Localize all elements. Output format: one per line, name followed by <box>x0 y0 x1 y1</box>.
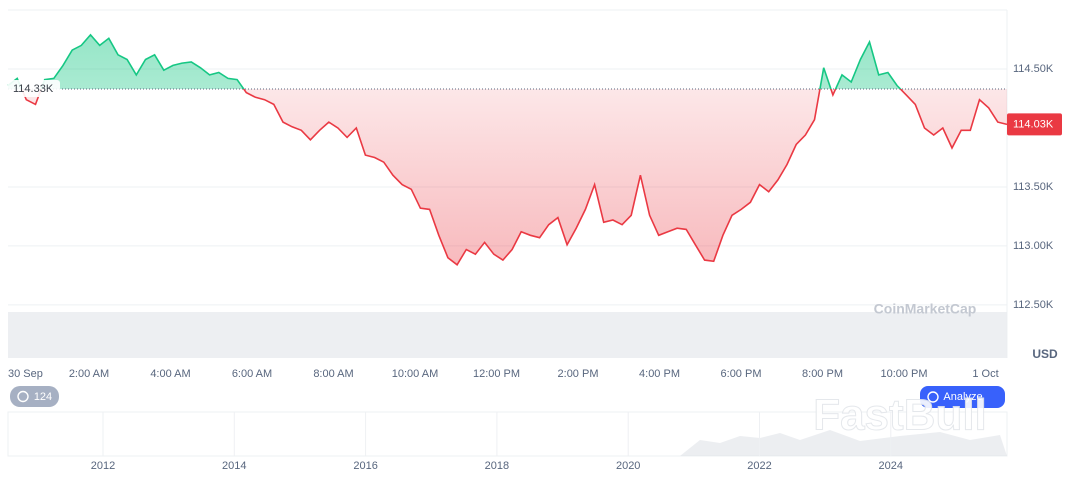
x-tick-label: 8:00 AM <box>313 368 353 380</box>
x-tick-label: 2:00 AM <box>69 368 109 380</box>
x-tick-label: 10:00 AM <box>392 368 438 380</box>
badge-icon <box>17 390 29 403</box>
x-tick-label: 12:00 PM <box>473 368 520 380</box>
baseline-tag <box>8 80 60 98</box>
y-unit: USD <box>1032 347 1058 361</box>
navigator-area <box>680 430 1007 456</box>
navigator-year: 2020 <box>616 460 640 472</box>
overlay-watermark: FastBull <box>813 391 987 440</box>
baseline-label: 114.33K <box>13 83 54 95</box>
last-price-label: 114.03K <box>1013 118 1054 130</box>
x-tick-label: 1 Oct <box>972 368 998 380</box>
navigator-year: 2018 <box>485 460 509 472</box>
x-tick-label: 6:00 PM <box>721 368 762 380</box>
navigator-year: 2014 <box>222 460 246 472</box>
y-tick-label: 113.00K <box>1013 240 1054 252</box>
navigator-year: 2016 <box>353 460 377 472</box>
badge-count: 124 <box>34 391 52 403</box>
area-down <box>8 89 1007 265</box>
navigator-year: 2022 <box>747 460 771 472</box>
navigator-year: 2012 <box>91 460 115 472</box>
x-tick-label: 30 Sep <box>8 368 43 380</box>
y-tick-label: 112.50K <box>1013 299 1054 311</box>
navigator-year: 2024 <box>879 460 903 472</box>
analyze-button[interactable] <box>920 386 1005 408</box>
x-tick-label: 4:00 AM <box>150 368 190 380</box>
price-line-down <box>20 89 1008 266</box>
price-line-up <box>7 33 902 90</box>
x-tick-label: 6:00 AM <box>232 368 272 380</box>
analyze-label: Analyze <box>943 391 982 403</box>
y-tick-label: 114.50K <box>1013 63 1054 75</box>
analyze-icon <box>927 391 939 403</box>
x-tick-label: 4:00 PM <box>639 368 680 380</box>
y-tick-label: 113.50K <box>1013 181 1054 193</box>
x-tick-label: 2:00 PM <box>558 368 599 380</box>
volume-area <box>8 312 1007 358</box>
x-tick-label: 10:00 PM <box>880 368 927 380</box>
last-price-tag <box>1007 113 1062 136</box>
x-tick-label: 8:00 PM <box>802 368 843 380</box>
watermark: CoinMarketCap <box>874 301 977 317</box>
area-up <box>8 34 901 90</box>
